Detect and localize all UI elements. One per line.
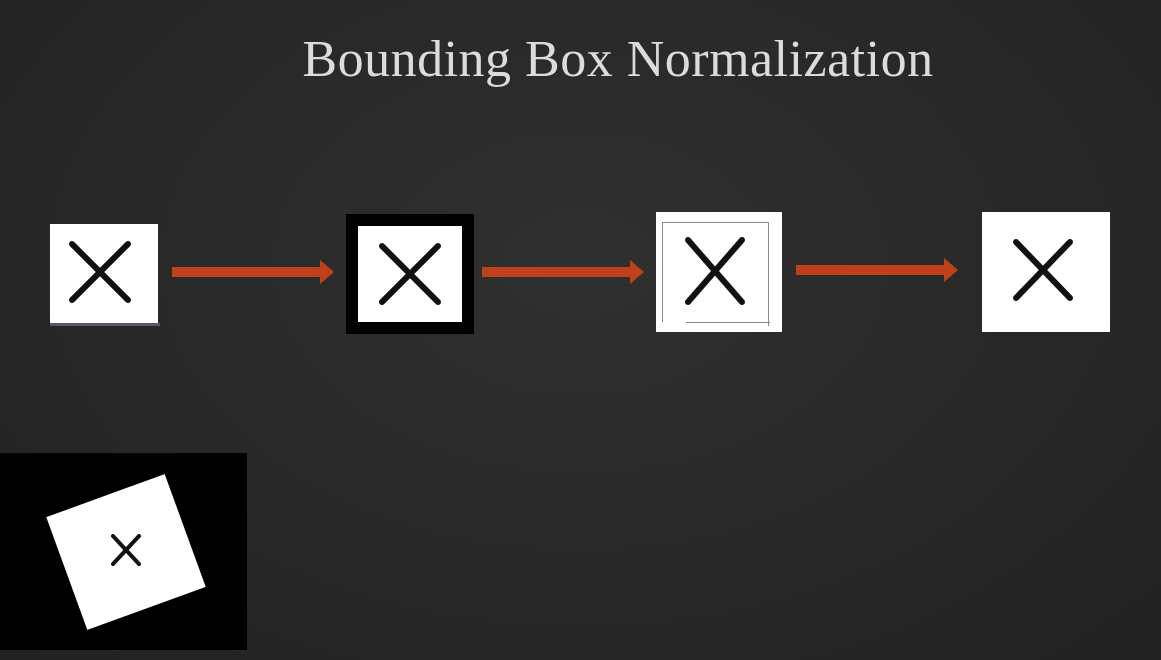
arrow-right-icon: [796, 258, 958, 282]
crop-edge: [662, 222, 768, 223]
x-glyph-icon: [69, 241, 131, 303]
stage-padded-tile: [346, 214, 474, 334]
x-glyph-icon: [1013, 239, 1073, 301]
page-title: Bounding Box Normalization: [302, 31, 934, 88]
x-glyph-icon: [685, 237, 745, 305]
crop-edge: [662, 222, 663, 322]
arrow-right-icon: [172, 260, 334, 284]
rotated-example: [0, 453, 247, 650]
x-glyph-icon: [111, 534, 141, 566]
arrow-right-icon: [482, 260, 644, 284]
rotated-tile: [46, 474, 206, 630]
stage-original-tile: [50, 224, 160, 326]
stage-padded-inner: [358, 226, 462, 322]
x-glyph-icon: [379, 243, 441, 305]
stage-normalized-tile: [982, 212, 1110, 332]
tile-shadow: [50, 323, 160, 326]
crop-edge: [686, 322, 770, 323]
crop-edge: [768, 222, 769, 326]
stage-cropped-tile: [656, 212, 782, 332]
